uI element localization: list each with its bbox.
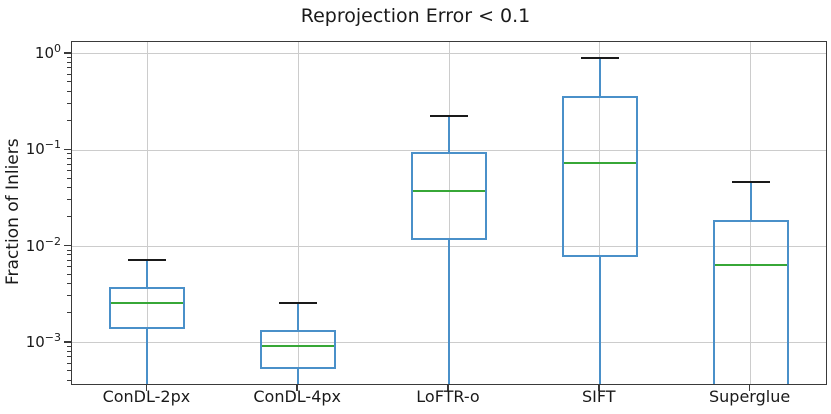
y-minor-tick xyxy=(67,187,71,189)
median-ConDL-4px xyxy=(262,345,335,348)
y-tick-label: 100 xyxy=(34,41,61,62)
y-minor-tick xyxy=(67,362,71,364)
y-minor-tick xyxy=(67,260,71,262)
upper-whisker-cap xyxy=(279,301,318,304)
y-minor-tick xyxy=(67,274,71,276)
upper-whisker-cap xyxy=(430,115,468,118)
y-minor-tick xyxy=(67,163,71,165)
y-minor-tick xyxy=(67,56,71,58)
y-minor-tick xyxy=(67,345,71,347)
y-tick-label: 10−3 xyxy=(25,330,61,351)
y-minor-tick xyxy=(67,295,71,297)
upper-whisker-cap xyxy=(580,57,619,60)
y-major-tick xyxy=(64,244,71,247)
x-major-tick xyxy=(296,384,298,391)
y-major-tick xyxy=(64,52,71,54)
y-minor-tick xyxy=(67,177,71,179)
median-LoFTR-o xyxy=(413,189,485,192)
y-minor-tick xyxy=(67,153,71,155)
y-minor-tick xyxy=(67,102,71,104)
x-tick-label: SIFT xyxy=(582,387,616,406)
box-Superglue xyxy=(712,219,789,384)
upper-whisker-cap xyxy=(731,180,770,183)
upper-whisker xyxy=(749,181,752,220)
y-minor-tick xyxy=(67,67,71,69)
y-minor-tick xyxy=(67,61,71,63)
box-ConDL-2px xyxy=(109,287,186,329)
x-major-tick xyxy=(748,384,751,391)
y-minor-tick xyxy=(67,170,71,172)
y-minor-tick xyxy=(67,73,71,75)
box-LoFTR-o xyxy=(411,151,487,240)
y-major-tick xyxy=(64,341,71,343)
lower-whisker xyxy=(598,257,601,384)
box-SIFT xyxy=(561,95,638,257)
upper-whisker xyxy=(297,302,300,331)
y-minor-tick xyxy=(67,249,71,251)
y-minor-tick xyxy=(67,90,71,92)
y-minor-tick xyxy=(67,283,71,285)
x-tick-label: ConDL-4px xyxy=(253,387,341,406)
box-ConDL-4px xyxy=(260,330,337,369)
y-minor-tick xyxy=(67,254,71,256)
y-minor-tick xyxy=(67,350,71,352)
x-gridline xyxy=(146,42,148,384)
median-SIFT xyxy=(563,161,636,164)
x-tick-label: Superglue xyxy=(709,387,791,406)
upper-whisker-cap xyxy=(128,258,167,261)
y-minor-tick xyxy=(67,158,71,160)
median-Superglue xyxy=(714,264,787,267)
x-major-tick xyxy=(145,384,148,391)
lower-whisker xyxy=(297,368,300,384)
lower-whisker xyxy=(146,328,149,384)
x-tick-label: LoFTR-o xyxy=(416,387,480,406)
x-gridline xyxy=(599,42,601,384)
lower-whisker xyxy=(448,239,450,384)
y-minor-tick xyxy=(67,266,71,268)
y-minor-tick xyxy=(67,81,71,83)
upper-whisker xyxy=(146,259,149,288)
median-ConDL-2px xyxy=(111,301,184,304)
plot-area xyxy=(71,41,827,385)
y-tick-label: 10−1 xyxy=(25,138,61,159)
x-tick-label: ConDL-2px xyxy=(102,387,191,406)
y-minor-tick xyxy=(67,379,71,381)
y-minor-tick xyxy=(67,356,71,358)
x-gridline xyxy=(297,42,299,384)
y-tick-label: 10−2 xyxy=(25,234,61,255)
x-gridline xyxy=(448,42,450,384)
x-major-tick xyxy=(598,384,600,391)
x-major-tick xyxy=(447,384,449,391)
upper-whisker xyxy=(448,116,450,152)
chart-title: Reprojection Error < 0.1 xyxy=(300,5,531,27)
y-minor-tick xyxy=(67,370,71,372)
upper-whisker xyxy=(598,58,601,96)
y-minor-tick xyxy=(67,119,71,121)
y-axis-label: Fraction of Inliers xyxy=(3,138,23,286)
y-minor-tick xyxy=(67,216,71,218)
y-major-tick xyxy=(64,148,71,151)
y-minor-tick xyxy=(67,312,71,314)
y-minor-tick xyxy=(67,199,71,201)
